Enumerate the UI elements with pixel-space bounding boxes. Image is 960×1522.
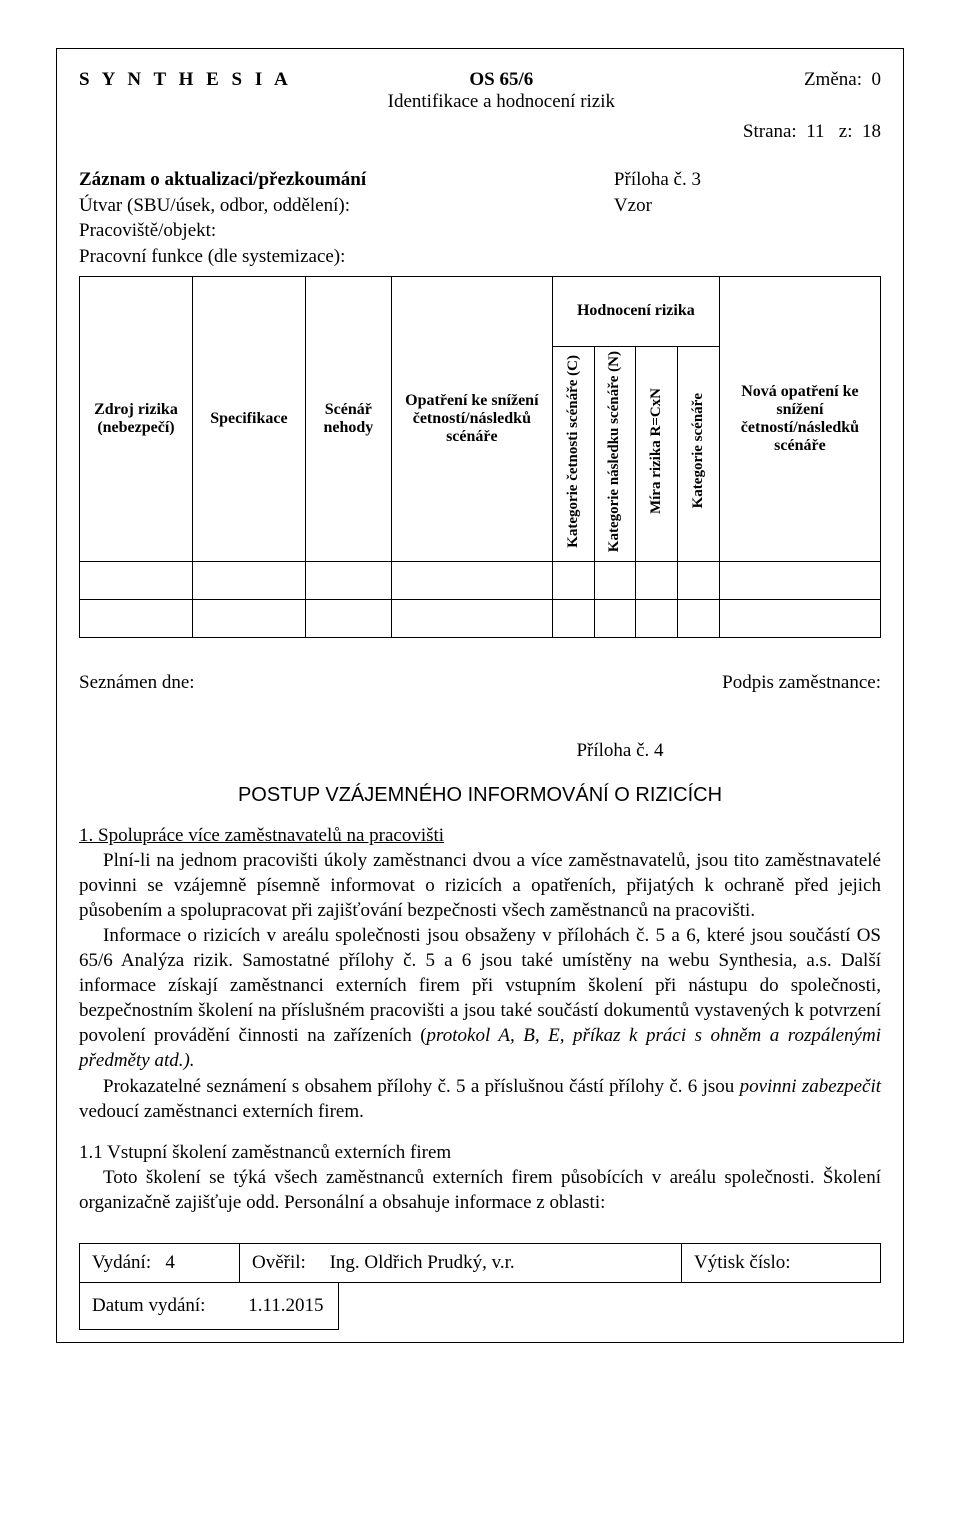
col-risk-cell: Míra rizika R=CxN bbox=[636, 346, 678, 561]
intro-line3: Pracoviště/objekt: bbox=[79, 218, 366, 244]
intro-line2: Útvar (SBU/úsek, odbor, oddělení): bbox=[79, 193, 366, 219]
page-footer: Vydání: 4 Ověřil: Ing. Oldřich Prudký, v… bbox=[79, 1243, 881, 1330]
intro-line4: Pracovní funkce (dle systemizace): bbox=[79, 244, 366, 270]
page: S Y N T H E S I A OS 65/6 Identifikace a… bbox=[0, 0, 960, 1383]
section1-p3: Prokazatelné seznámení s obsahem přílohy… bbox=[79, 1074, 881, 1124]
cell bbox=[305, 599, 391, 637]
verified-box: Ověřil: Ing. Oldřich Prudký, v.r. bbox=[239, 1243, 681, 1283]
sample-label: Vzor bbox=[614, 193, 701, 219]
doc-title-block: OS 65/6 Identifikace a hodnocení rizik bbox=[388, 69, 615, 113]
change-row: Změna: 0 bbox=[711, 69, 881, 91]
table-row bbox=[80, 561, 881, 599]
print-label: Výtisk číslo: bbox=[694, 1252, 791, 1273]
col-scenario: Scénář nehody bbox=[305, 276, 391, 561]
page-row: Strana: 11 z: 18 bbox=[711, 121, 881, 143]
issue-value: 4 bbox=[165, 1252, 175, 1273]
cell bbox=[594, 599, 636, 637]
verified-value: Ing. Oldřich Prudký, v.r. bbox=[330, 1252, 515, 1273]
section1-p3b: povinni zabezpečit bbox=[740, 1076, 881, 1097]
section11-p1: Toto školení se týká všech zaměstnanců e… bbox=[79, 1165, 881, 1215]
footer-bottom: Datum vydání: 1.11.2015 bbox=[79, 1283, 339, 1330]
section1-title-text: 1. Spolupráce více zaměstnavatelů na pra… bbox=[79, 825, 444, 846]
cell bbox=[719, 599, 880, 637]
section11-title: 1.1 Vstupní školení zaměstnanců externíc… bbox=[79, 1140, 881, 1165]
table-header-row-1: Zdroj rizika (nebezpečí) Specifikace Scé… bbox=[80, 276, 881, 346]
section1-p3c: vedoucí zaměstnanci externích firem. bbox=[79, 1101, 364, 1122]
cell bbox=[192, 599, 305, 637]
section1-p2: Informace o rizicích v areálu společnost… bbox=[79, 923, 881, 1073]
cell bbox=[552, 561, 594, 599]
date-value: 1.11.2015 bbox=[248, 1295, 323, 1316]
intro-line1: Záznam o aktualizaci/přezkoumání bbox=[79, 169, 366, 190]
intro-right: Příloha č. 3 Vzor bbox=[614, 167, 881, 270]
intro-block: Záznam o aktualizaci/přezkoumání Útvar (… bbox=[79, 167, 881, 270]
change-value: 0 bbox=[871, 69, 881, 90]
sign-date-label: Seznámen dne: bbox=[79, 672, 195, 694]
cell bbox=[305, 561, 391, 599]
section-heading: POSTUP VZÁJEMNÉHO INFORMOVÁNÍ O RIZICÍCH bbox=[79, 784, 881, 807]
col-spec: Specifikace bbox=[192, 276, 305, 561]
cell bbox=[80, 599, 193, 637]
page-of-label: z: bbox=[839, 121, 853, 142]
print-box: Výtisk číslo: bbox=[681, 1243, 881, 1283]
page-total: 18 bbox=[862, 121, 881, 142]
page-header: S Y N T H E S I A OS 65/6 Identifikace a… bbox=[79, 69, 881, 143]
signature-row: Seznámen dne: Podpis zaměstnance: bbox=[79, 672, 881, 694]
cell bbox=[678, 561, 720, 599]
cell bbox=[391, 599, 552, 637]
col-conseq-cell: Kategorie následku scénáře (N) bbox=[594, 346, 636, 561]
attachment-3: Příloha č. 3 bbox=[614, 167, 701, 193]
col-category: Kategorie scénáře bbox=[690, 393, 707, 508]
change-label: Změna: bbox=[804, 69, 862, 90]
col-consequence: Kategorie následku scénáře (N) bbox=[606, 351, 623, 552]
section1-p3a: Prokazatelné seznámení s obsahem přílohy… bbox=[103, 1076, 740, 1097]
col-eval-header: Hodnocení rizika bbox=[552, 276, 719, 346]
col-source: Zdroj rizika (nebezpečí) bbox=[80, 276, 193, 561]
cell bbox=[678, 599, 720, 637]
col-category-cell: Kategorie scénáře bbox=[678, 346, 720, 561]
cell bbox=[80, 561, 193, 599]
cell bbox=[719, 561, 880, 599]
company-name: S Y N T H E S I A bbox=[79, 69, 292, 91]
body-section-1-1: 1.1 Vstupní školení zaměstnanců externíc… bbox=[79, 1140, 881, 1215]
page-current: 11 bbox=[806, 121, 824, 142]
doc-code: OS 65/6 bbox=[388, 69, 615, 91]
page-meta: Změna: 0 Strana: 11 z: 18 bbox=[711, 69, 881, 143]
sign-employee-label: Podpis zaměstnance: bbox=[722, 672, 881, 694]
verified-label: Ověřil: bbox=[252, 1252, 306, 1273]
cell bbox=[192, 561, 305, 599]
cell bbox=[636, 561, 678, 599]
issue-label: Vydání: bbox=[92, 1252, 151, 1273]
col-freq: Kategorie četnosti scénáře (C) bbox=[565, 355, 582, 548]
cell bbox=[552, 599, 594, 637]
col-risk: Míra rizika R=CxN bbox=[648, 388, 665, 514]
issue-box: Vydání: 4 bbox=[79, 1243, 239, 1283]
section1-title: 1. Spolupráce více zaměstnavatelů na pra… bbox=[79, 823, 881, 848]
cell bbox=[391, 561, 552, 599]
footer-top: Vydání: 4 Ověřil: Ing. Oldřich Prudký, v… bbox=[79, 1243, 881, 1283]
col-new: Nová opatření ke snížení četností/násled… bbox=[719, 276, 880, 561]
col-freq-cell: Kategorie četnosti scénáře (C) bbox=[552, 346, 594, 561]
body-section-1: 1. Spolupráce více zaměstnavatelů na pra… bbox=[79, 823, 881, 1124]
table-row bbox=[80, 599, 881, 637]
section1-p1: Plní-li na jednom pracovišti úkoly zaměs… bbox=[79, 848, 881, 923]
col-measures: Opatření ke snížení četností/následků sc… bbox=[391, 276, 552, 561]
cell bbox=[594, 561, 636, 599]
doc-title: Identifikace a hodnocení rizik bbox=[388, 91, 615, 113]
page-frame: S Y N T H E S I A OS 65/6 Identifikace a… bbox=[56, 48, 904, 1343]
date-label: Datum vydání: bbox=[92, 1295, 205, 1316]
attachment-4: Příloha č. 4 bbox=[79, 740, 881, 762]
page-label: Strana: bbox=[743, 121, 797, 142]
intro-left: Záznam o aktualizaci/přezkoumání Útvar (… bbox=[79, 167, 366, 270]
risk-table: Zdroj rizika (nebezpečí) Specifikace Scé… bbox=[79, 276, 881, 638]
cell bbox=[636, 599, 678, 637]
